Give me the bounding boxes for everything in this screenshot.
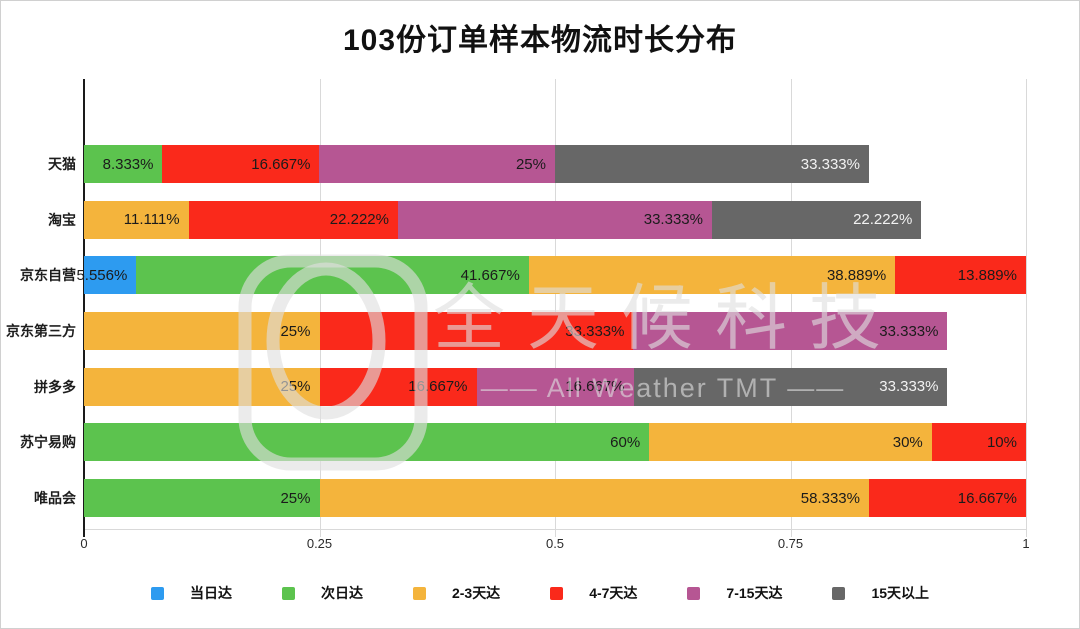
- legend-item: 次日达: [281, 583, 363, 603]
- bar-row: 5.556% 41.667% 38.889% 13.889%: [76, 256, 1026, 295]
- x-tick-label: 0.25: [306, 536, 333, 551]
- legend-item: 4-7天达: [550, 583, 637, 603]
- legend-swatch-icon: [832, 586, 846, 600]
- legend-item: 15天以上: [832, 583, 929, 603]
- legend-item: 7-15天达: [687, 583, 782, 603]
- bar-segment: 38.889%: [528, 256, 896, 295]
- x-tick-label: 0: [80, 536, 88, 551]
- bar-segment: 33.333%: [554, 145, 869, 183]
- legend-swatch-icon: [281, 586, 295, 600]
- bar-segment: 41.667%: [136, 256, 529, 295]
- legend-swatch-icon: [687, 586, 701, 600]
- bar-segment: 10%: [931, 423, 1026, 462]
- bar-row: 25% 16.667% 16.667% 33.333%: [84, 367, 1026, 406]
- bar-segment: 33.333%: [319, 312, 634, 350]
- legend-label: 当日达: [189, 585, 232, 601]
- x-tick-label: 0.75: [777, 536, 804, 551]
- bar-segment: 16.667%: [319, 367, 477, 406]
- legend-label: 15天以上: [871, 585, 930, 601]
- category-labels: 天猫淘宝京东自营京东第三方拼多多苏宁易购唯品会: [1, 79, 76, 529]
- gridline: [1026, 79, 1027, 537]
- category-label: 京东第三方: [6, 323, 76, 339]
- category-label: 天猫: [48, 156, 76, 172]
- bar-row: 11.111% 22.222% 33.333% 22.222%: [84, 200, 1026, 239]
- bar-segment: 5.556%: [76, 256, 137, 295]
- plot-area: 8.333% 16.667% 25% 33.333% 11.111% 22.222% 33.…: [76, 79, 1027, 537]
- legend-label: 2-3天达: [451, 585, 501, 601]
- category-label: 苏宁易购: [20, 434, 76, 451]
- bar-segment: 11.111%: [84, 200, 189, 239]
- legend-label: 4-7天达: [589, 585, 638, 601]
- legend-label: 次日达: [320, 585, 363, 601]
- bar-segment: 33.333%: [397, 200, 712, 239]
- bar-segment: 33.333%: [633, 367, 948, 406]
- y-axis-line: [83, 79, 85, 537]
- bar-segment: 16.667%: [476, 367, 634, 406]
- gridline: [790, 79, 792, 537]
- legend-swatch-icon: [550, 586, 564, 600]
- category-label: 唯品会: [34, 490, 76, 507]
- bar-row: 60% 30% 10%: [84, 423, 1026, 462]
- bar-segment: 8.333%: [84, 145, 163, 183]
- legend-item: 当日达: [150, 583, 232, 603]
- x-tick-label: 1: [1022, 536, 1030, 551]
- bar-row: 25% 58.333% 16.667%: [84, 479, 1026, 518]
- bar-segment: 58.333%: [319, 479, 869, 518]
- bar-segment: 25%: [84, 479, 320, 518]
- bar-segment: 25%: [319, 145, 555, 183]
- bar-segment: 60%: [84, 423, 650, 462]
- bar-segment: 25%: [84, 367, 320, 406]
- gridline: [555, 79, 556, 537]
- bar-segment: 22.222%: [188, 200, 398, 239]
- x-axis-tick-labels: 0 0.25 0.5 0.75 1: [80, 536, 1030, 554]
- category-label: 淘宝: [48, 211, 76, 228]
- x-tick-label: 0.5: [545, 536, 565, 551]
- category-label: 京东自营: [20, 267, 76, 284]
- legend-swatch-icon: [412, 586, 426, 600]
- bar-row: 8.333% 16.667% 25% 33.333%: [84, 145, 1026, 183]
- bar-segment: 30%: [649, 423, 932, 462]
- bar-segment: 13.889%: [895, 256, 1026, 295]
- bar-segment: 16.667%: [868, 479, 1026, 518]
- bar-row: 25% 33.333% 33.333%: [84, 312, 1026, 350]
- bar-segment: 25%: [84, 312, 320, 350]
- legend-item: 2-3天达: [412, 583, 501, 603]
- legend-swatch-icon: [150, 586, 164, 600]
- legend-label: 7-15天达: [726, 585, 783, 601]
- legend: 当日达 次日达 2-3天达 4-7天达 7-15天达 15天以上: [1, 583, 1079, 603]
- category-label: 拼多多: [34, 378, 76, 395]
- bar-segment: 33.333%: [633, 312, 948, 350]
- bar-segment: 22.222%: [711, 200, 922, 239]
- bar-segment: 16.667%: [162, 145, 320, 183]
- chart-title: 103份订单样本物流时长分布: [342, 24, 738, 57]
